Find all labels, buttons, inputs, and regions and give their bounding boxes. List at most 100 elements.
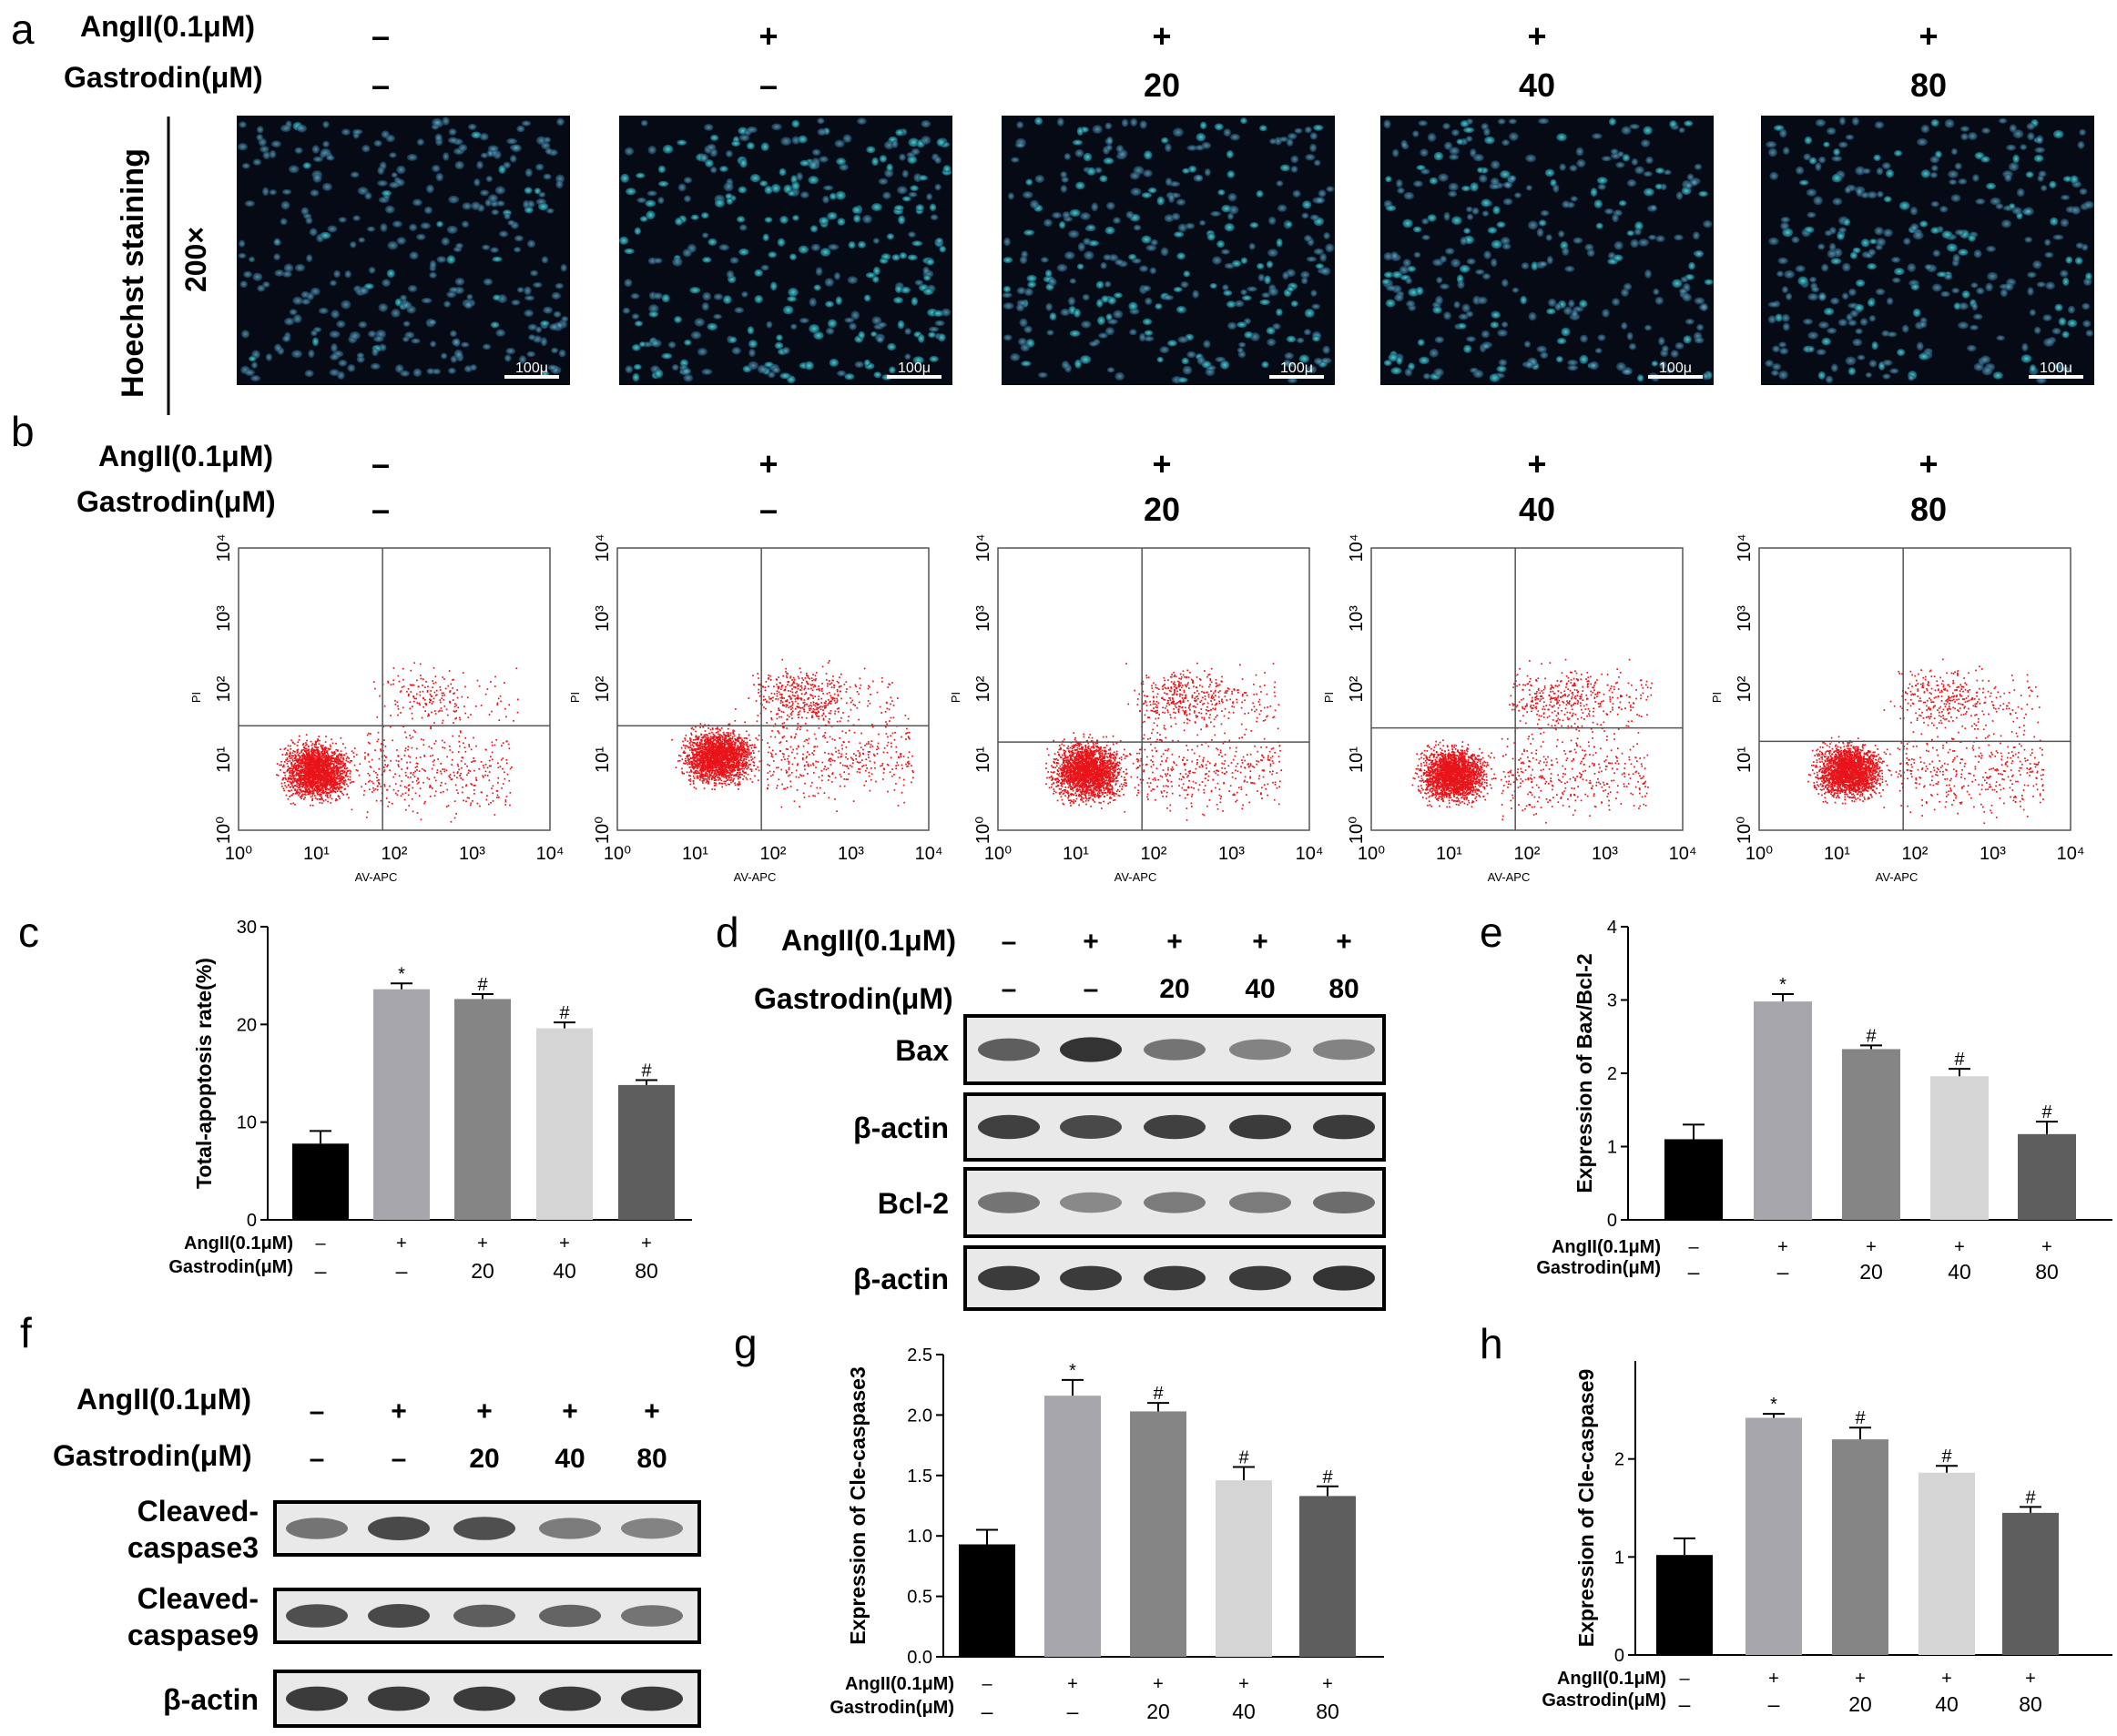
angII-value: +	[476, 1396, 493, 1426]
gastrodin-label-a: Gastrodin(μM)	[64, 61, 263, 94]
gastrodin-value: 20	[1146, 1700, 1170, 1723]
y-tick-label: 1.5	[907, 1467, 932, 1487]
angII-value: –	[982, 1674, 992, 1694]
angII-label-a: AngII(0.1μM)	[80, 10, 255, 43]
y-tick-label: 2.0	[907, 1406, 932, 1426]
significance-marker: #	[1855, 1408, 1866, 1428]
gastrodin-value: 80	[1910, 66, 1947, 104]
flow-x-tick: 10¹	[303, 844, 330, 864]
flow-y-tick: 10¹	[973, 746, 993, 773]
angII-value: +	[1152, 445, 1171, 482]
panel-label-c: c	[18, 909, 39, 956]
significance-marker: #	[1238, 1448, 1249, 1468]
flow-y-tick: 10⁰	[1347, 817, 1367, 844]
flow-y-tick: 10⁰	[214, 817, 234, 844]
panel-label-g: g	[734, 1320, 758, 1367]
angII-value: +	[1919, 17, 1938, 55]
y-tick-label: 10	[237, 1113, 257, 1133]
flow-x-tick: 10³	[459, 844, 485, 864]
angII-value: +	[644, 1396, 660, 1426]
y-tick-label: 0	[1614, 1646, 1624, 1666]
gastrodin-value: –	[371, 66, 390, 104]
significance-marker: #	[1954, 1050, 1965, 1070]
significance-marker: #	[1153, 1384, 1164, 1404]
significance-marker: *	[398, 964, 405, 984]
flow-dots	[1411, 658, 1653, 824]
treatment-row-f: – – + – +20 +40 +80	[310, 1396, 667, 1474]
flow-x-label: AV-APC	[1876, 870, 1919, 884]
flow-y-label: PI	[1322, 692, 1336, 703]
angII-value: +	[758, 445, 778, 482]
flow-x-tick: 10⁰	[984, 844, 1012, 864]
flow-dots	[276, 662, 519, 823]
chart-cle-caspase3: 0.0 0.5 1.0 1.5 2.0 2.5 Expression of Cle-casp…	[829, 1345, 1384, 1723]
blot-row: β-actin	[163, 1670, 701, 1728]
angII-value: –	[310, 1396, 325, 1426]
flow-x-tick: 10⁰	[1358, 844, 1385, 864]
angII-value: +	[1152, 17, 1171, 55]
flow-y-tick: 10⁴	[593, 534, 613, 563]
angII-value: +	[758, 17, 778, 55]
bar	[1842, 1049, 1900, 1220]
flow-x-label: AV-APC	[1488, 870, 1531, 884]
gastrodin-value: –	[759, 66, 778, 104]
gastrodin-value: –	[392, 1444, 407, 1474]
angII-value: –	[371, 17, 390, 55]
y-axis-label: Expression of Cle-caspase9	[1574, 1369, 1598, 1648]
gastrodin-value: 40	[1519, 66, 1555, 104]
flow-x-tick: 10¹	[1436, 844, 1462, 864]
panel-label-h: h	[1480, 1320, 1503, 1367]
flow-x-tick: 10⁴	[536, 844, 565, 864]
blot-row: Cleaved-caspase9	[127, 1582, 701, 1651]
y-tick-label: 2	[1607, 1064, 1617, 1084]
bar	[1754, 1001, 1812, 1220]
scale-bar-label: 100μ	[898, 360, 931, 376]
gastrodin-value: 80	[636, 1444, 667, 1474]
flow-x-tick: 10⁰	[604, 844, 631, 864]
y-tick-label: 3	[1607, 991, 1617, 1011]
angII-value: +	[1252, 927, 1268, 957]
blot-label: Cleaved-	[137, 1582, 259, 1615]
bar	[1044, 1396, 1101, 1657]
bar	[1746, 1417, 1802, 1655]
flow-x-tick: 10²	[1514, 844, 1541, 864]
hoechst-images: 100μ 100μ 100μ 100μ 100μ	[237, 116, 2094, 385]
gastrodin-value: –	[310, 1444, 325, 1474]
gastrodin-value: 20	[1859, 1260, 1883, 1284]
angII-label-b: AngII(0.1μM)	[98, 440, 273, 472]
gastrodin-value: –	[1084, 974, 1099, 1004]
gastrodin-label-d: Gastrodin(μM)	[754, 982, 953, 1015]
y-tick-label: 20	[237, 1015, 257, 1035]
angII-value: +	[1866, 1237, 1877, 1257]
chart-total-apoptosis: 0 10 20 30 Total-apoptosis rate(%) – – * + – # +20 #…	[168, 918, 692, 1283]
blot-row: Bax	[895, 1014, 1386, 1085]
bar	[373, 989, 430, 1220]
angII-value: +	[641, 1233, 652, 1254]
hoechst-image: 100μ	[1761, 116, 2094, 385]
hoechst-image: 100μ	[237, 116, 570, 385]
gastrodin-value: 40	[1232, 1700, 1256, 1723]
gastrodin-value: 40	[1935, 1692, 1959, 1716]
angII-value: +	[1527, 17, 1546, 55]
gastrodin-value: –	[1679, 1692, 1691, 1716]
blot-label: β-actin	[853, 1112, 949, 1144]
gastrodin-label: Gastrodin(μM)	[1542, 1690, 1666, 1711]
panel-label-d: d	[716, 909, 739, 956]
angII-value: +	[559, 1233, 570, 1254]
flow-y-tick: 10⁴	[973, 534, 993, 563]
angII-value: +	[1777, 1237, 1788, 1257]
panel-label-b: b	[11, 408, 35, 455]
angII-label: AngII(0.1μM)	[1552, 1237, 1661, 1257]
gastrodin-value: –	[396, 1259, 408, 1283]
angII-value: +	[1238, 1674, 1249, 1694]
flow-y-tick: 10⁰	[973, 817, 993, 844]
gastrodin-label-f: Gastrodin(μM)	[53, 1439, 252, 1472]
significance-marker: *	[1069, 1361, 1076, 1381]
flow-x-tick: 10¹	[1063, 844, 1089, 864]
gastrodin-value: 80	[635, 1259, 658, 1283]
